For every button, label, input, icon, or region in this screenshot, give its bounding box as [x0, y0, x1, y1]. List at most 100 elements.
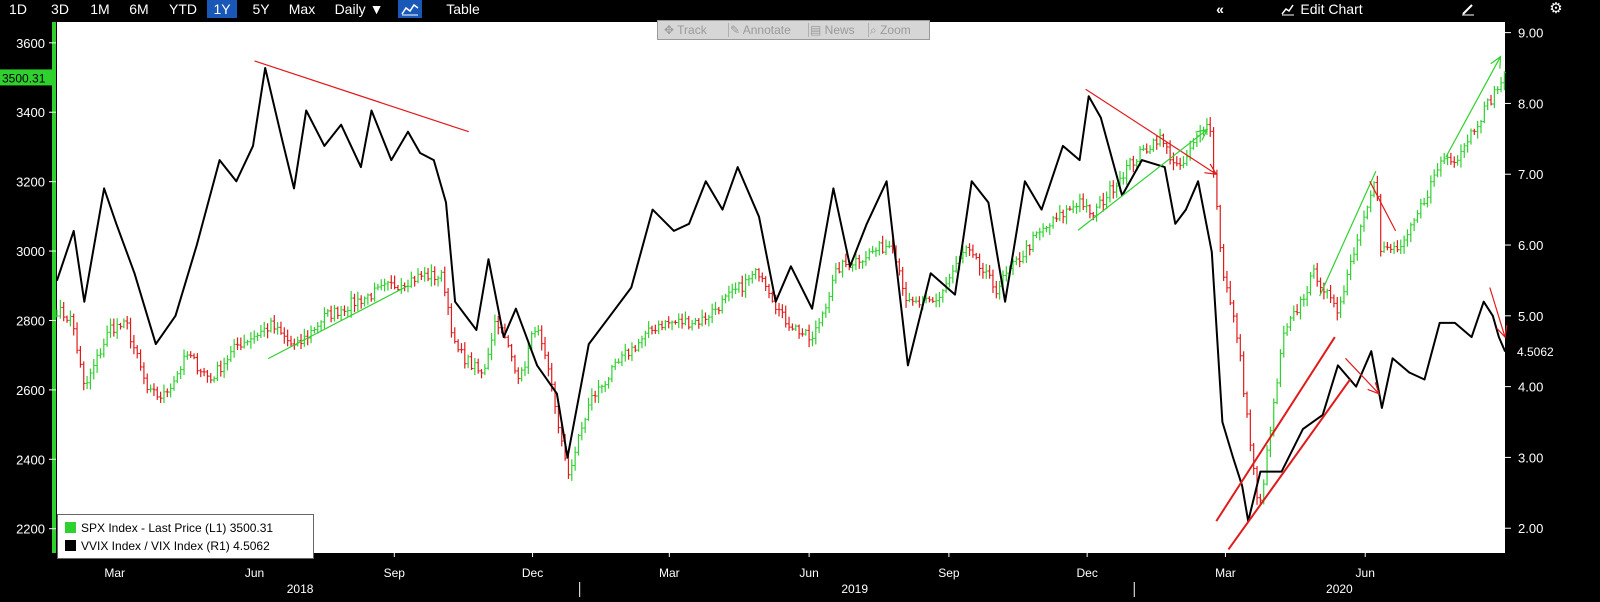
- range-button-ytd[interactable]: YTD: [169, 1, 197, 17]
- tool-zoom-button[interactable]: ⌕ Zoom: [870, 21, 930, 39]
- spx-bar-282: [998, 280, 1002, 300]
- spx-bar-249: [887, 241, 891, 249]
- range-button-3d[interactable]: 3D: [51, 1, 69, 17]
- x-tick-label-mar-4: Mar: [659, 566, 680, 580]
- tool-annotate-button[interactable]: ✎ Annotate: [730, 21, 809, 39]
- range-button-1d[interactable]: 1D: [9, 1, 27, 17]
- trend-annotations: [254, 55, 1508, 551]
- spx-bar-47: [212, 376, 216, 383]
- range-button-1y[interactable]: 1Y: [207, 0, 237, 18]
- spx-bar-406: [1412, 218, 1416, 232]
- vvix-vix-point-82: [1408, 371, 1411, 374]
- range-button-6m[interactable]: 6M: [129, 1, 149, 17]
- vvix-vix-point-17: [340, 123, 342, 126]
- spx-bar-248: [884, 239, 888, 256]
- spx-bar-35: [172, 376, 176, 391]
- vvix-vix-point-11: [252, 145, 254, 147]
- spx-bar-125: [473, 357, 477, 376]
- spx-bar-11: [92, 358, 96, 380]
- tool-label-track: Track: [677, 23, 707, 37]
- vvix-vix-point-16: [323, 145, 326, 147]
- spx-bar-102: [396, 284, 400, 292]
- spx-bar-420: [1459, 144, 1463, 168]
- spx-bar-236: [844, 253, 848, 268]
- vvix-vix-point-32: [566, 456, 569, 459]
- tool-track-button[interactable]: ✥ Track: [664, 21, 729, 39]
- spx-bar-409: [1422, 197, 1426, 206]
- spx-bar-231: [827, 291, 831, 313]
- spx-bar-138: [516, 367, 520, 385]
- spx-bar-291: [1028, 244, 1032, 256]
- spx-bar-170: [623, 343, 627, 362]
- spx-bar-417: [1449, 152, 1453, 165]
- spx-bar-63: [265, 323, 270, 339]
- spx-bar-123: [466, 354, 470, 369]
- spx-bar-207: [747, 274, 751, 286]
- vvix-vix-point-59: [1078, 159, 1081, 161]
- range-button-1m[interactable]: 1M: [90, 1, 110, 17]
- spx-bar-26: [142, 362, 146, 385]
- spx-bar-169: [620, 351, 624, 367]
- spx-bar-16: [108, 318, 113, 338]
- spx-bar-244: [871, 245, 875, 254]
- spx-bar-98: [382, 278, 387, 292]
- vvix-vix-point-47: [849, 265, 851, 268]
- vvix-vix-point-1: [72, 230, 75, 232]
- spx-bar-326: [1145, 143, 1149, 154]
- spx-bar-376: [1312, 264, 1316, 279]
- spx-bar-356: [1245, 391, 1249, 418]
- vvix-vix-point-60: [1087, 95, 1090, 98]
- gear-icon[interactable]: ⚙: [1549, 0, 1563, 17]
- vvix-vix-point-77: [1337, 364, 1339, 367]
- vvix-vix-point-71: [1241, 484, 1243, 487]
- tool-label-news: News: [824, 23, 855, 37]
- vvix-vix-point-36: [651, 208, 654, 211]
- spx-bar-220: [790, 323, 794, 331]
- pencil-icon[interactable]: [1458, 0, 1478, 18]
- spx-bar-2: [62, 301, 66, 322]
- spx-bar-62: [262, 321, 266, 337]
- spx-bar-113: [433, 266, 437, 286]
- range-button-5y[interactable]: 5Y: [252, 1, 270, 17]
- spx-bar-349: [1222, 243, 1226, 282]
- spx-bar-300: [1058, 205, 1062, 222]
- collapse-double-chevron-icon[interactable]: «: [1216, 1, 1224, 17]
- range-button-max[interactable]: Max: [288, 1, 316, 17]
- spx-bar-338: [1185, 150, 1189, 166]
- line-chart-icon: [401, 3, 419, 16]
- spx-bar-43: [199, 368, 203, 378]
- spx-bar-263: [934, 293, 938, 308]
- spx-bar-135: [506, 335, 510, 348]
- spx-bar-225: [807, 324, 811, 348]
- spx-bar-141: [526, 342, 530, 374]
- spx-bar-108: [416, 268, 420, 284]
- spx-bar-293: [1034, 231, 1039, 239]
- left-tick-label-3400: 3400: [16, 105, 45, 120]
- spx-bar-190: [690, 319, 694, 331]
- edit-chart-button[interactable]: Edit Chart: [1268, 0, 1376, 18]
- spx-bar-258: [917, 296, 922, 308]
- spx-bar-106: [409, 271, 413, 288]
- chart-type-line-button[interactable]: [398, 0, 422, 18]
- x-tick-label-dec-3: Dec: [522, 566, 543, 580]
- trend-line-segment-7: [1489, 287, 1506, 338]
- vvix-vix-point-75: [1302, 428, 1304, 430]
- spx-bar-213: [767, 283, 771, 299]
- vvix-vix-point-12: [264, 67, 266, 69]
- spx-bar-423: [1469, 128, 1473, 145]
- trend-line-red-5: [1369, 181, 1397, 232]
- spx-bar-431: [1496, 86, 1500, 94]
- spx-bar-277: [981, 262, 985, 279]
- table-button[interactable]: Table: [446, 1, 480, 17]
- spx-bar-299: [1054, 212, 1059, 223]
- tool-news-button[interactable]: ▤ News: [810, 21, 869, 39]
- spx-bar-393: [1369, 190, 1373, 213]
- x-tick-label-sep-6: Sep: [938, 566, 960, 580]
- vvix-vix-point-53: [970, 180, 973, 183]
- trend-line-red-10: [1227, 378, 1351, 551]
- edit-chart-label: Edit Chart: [1300, 1, 1363, 17]
- vvix-vix-point-49: [885, 180, 888, 183]
- interval-dropdown[interactable]: Daily ▼: [334, 1, 384, 17]
- trend-line-segment-5: [1369, 181, 1397, 232]
- spx-bar-178: [650, 325, 654, 335]
